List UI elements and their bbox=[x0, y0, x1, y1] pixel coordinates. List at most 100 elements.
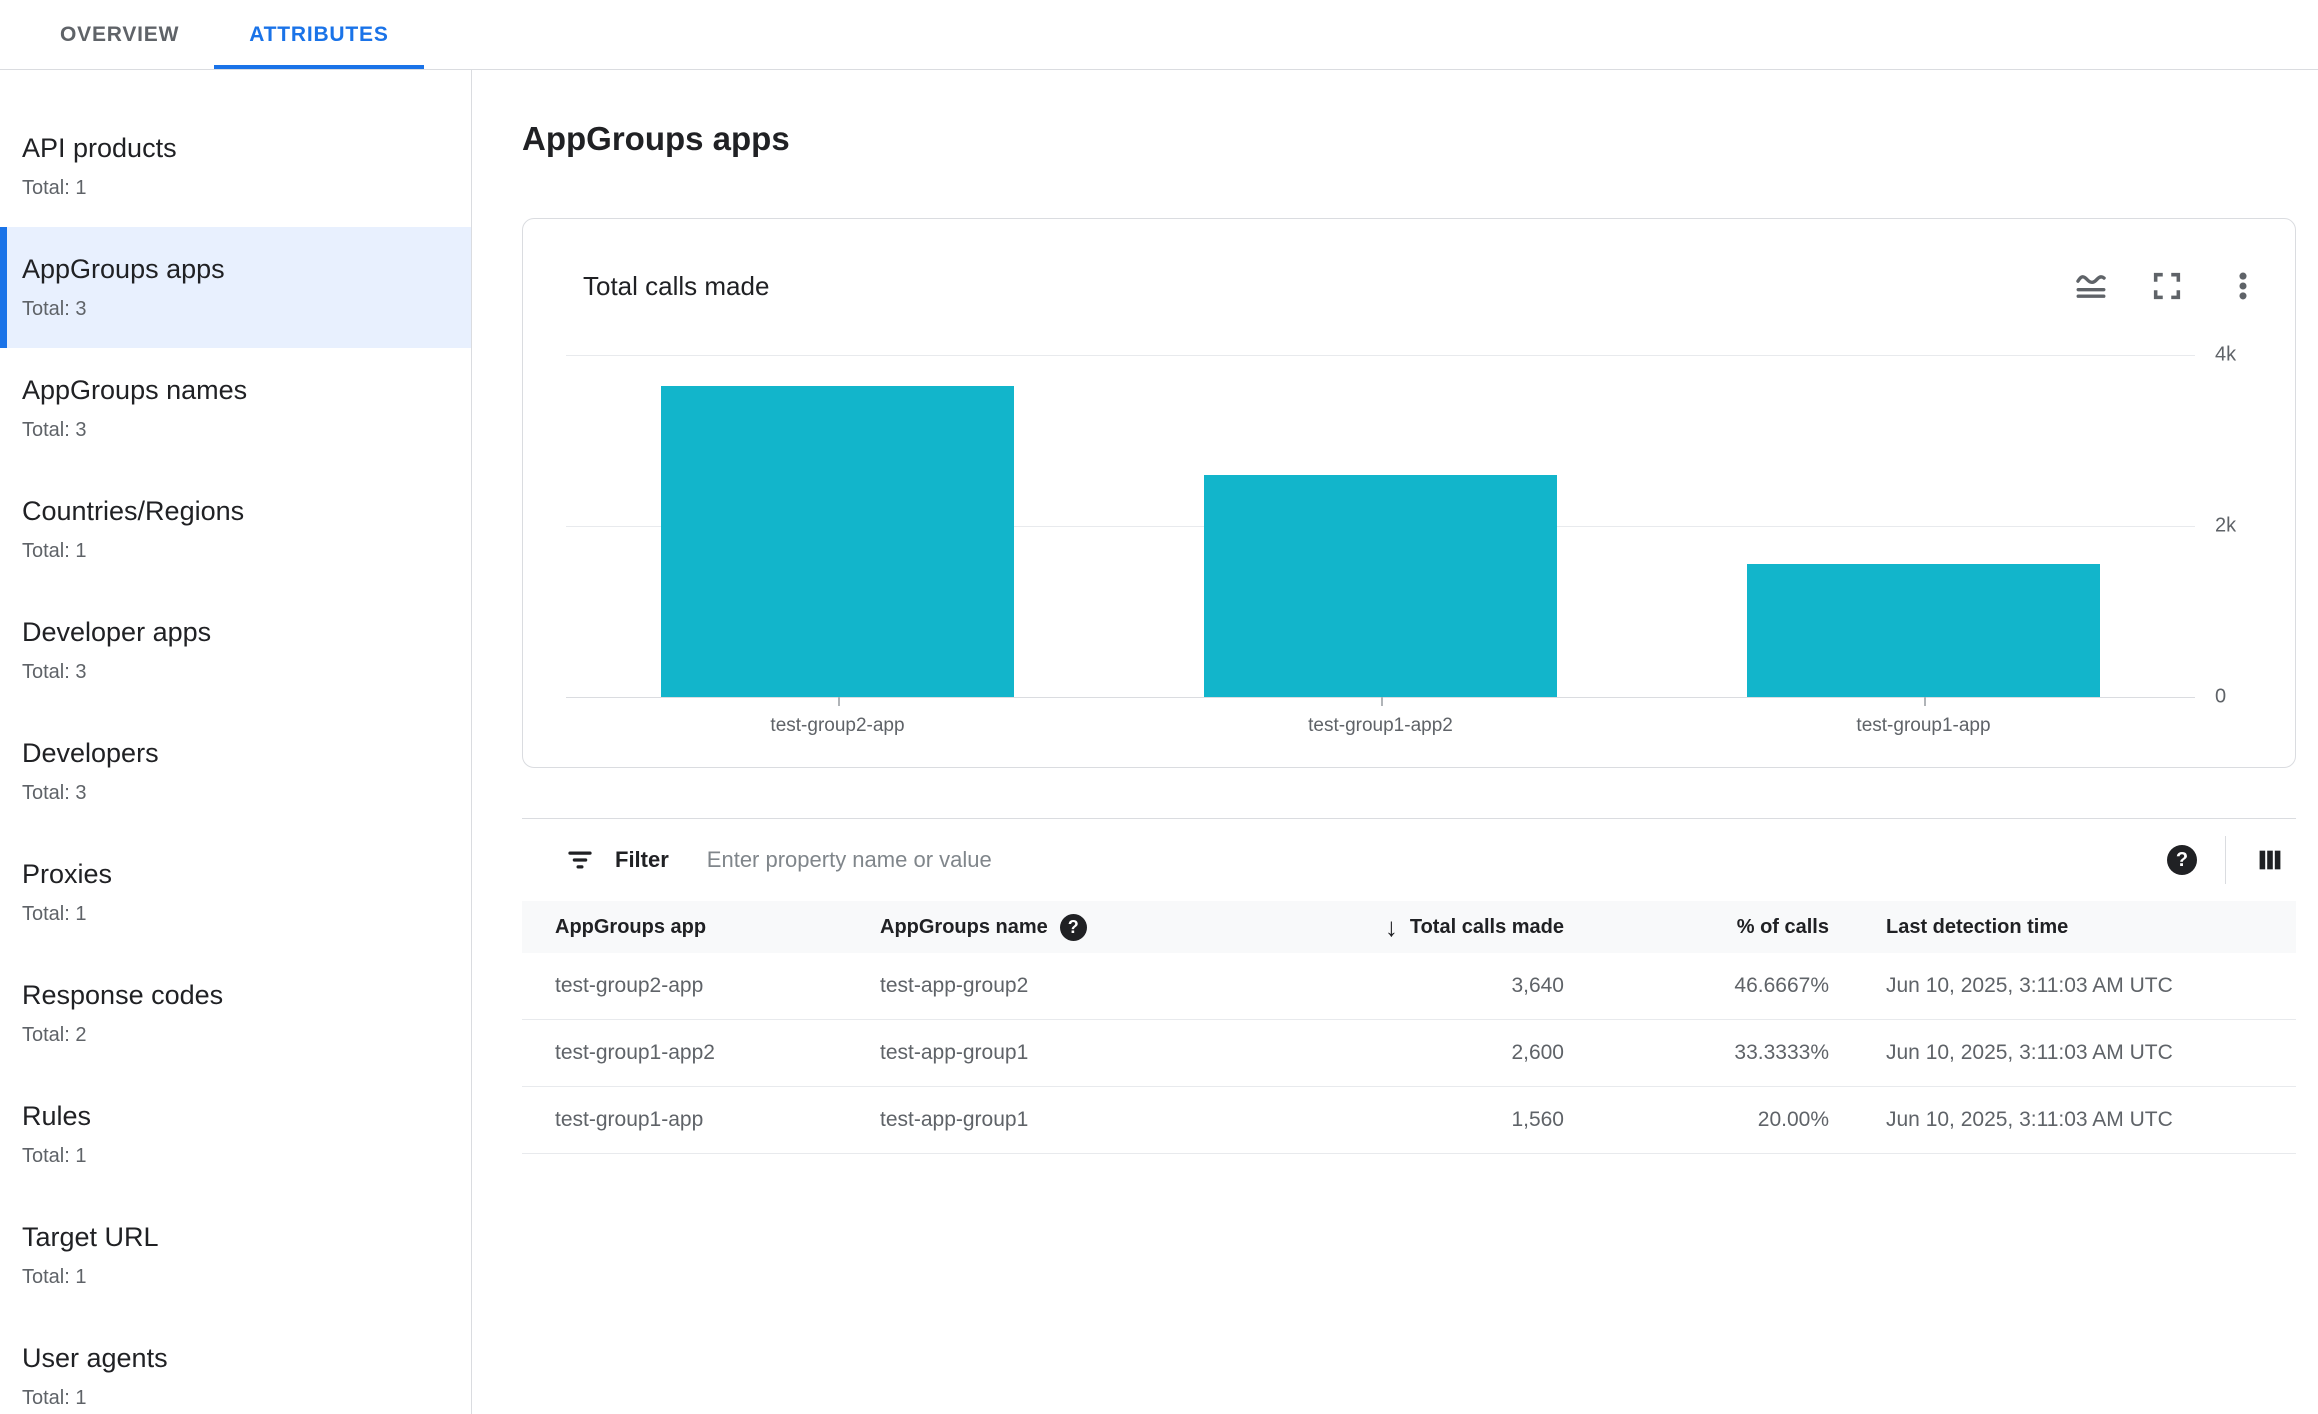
sidebar-item-countries-regions[interactable]: Countries/Regions Total: 1 bbox=[0, 469, 471, 590]
sidebar-item-response-codes[interactable]: Response codes Total: 2 bbox=[0, 953, 471, 1074]
sidebar-item-total: Total: 1 bbox=[22, 1145, 87, 1167]
chart-bar-test-group2-app[interactable] bbox=[661, 385, 1014, 697]
x-axis-label: test-group1-app bbox=[1856, 715, 1991, 736]
chart-toolbar bbox=[2074, 269, 2260, 303]
table-cell: 1,560 bbox=[1511, 1108, 1564, 1131]
table-cell: test-app-group1 bbox=[880, 1041, 1029, 1064]
column-header--of-calls: % of calls bbox=[1570, 916, 1833, 939]
filter-icon bbox=[568, 851, 592, 869]
x-axis-tick bbox=[1380, 697, 1383, 706]
filter-bar: Filter ? bbox=[522, 819, 2296, 901]
sidebar-item-title: Target URL bbox=[22, 1222, 159, 1252]
y-axis-label: 0 bbox=[2215, 685, 2227, 708]
table-cell: test-app-group2 bbox=[880, 974, 1029, 997]
tab-overview[interactable]: OVERVIEW bbox=[60, 22, 180, 46]
sidebar-item-rules[interactable]: Rules Total: 1 bbox=[0, 1074, 471, 1195]
table-cell: 3,640 bbox=[1511, 974, 1564, 997]
area-chart-icon[interactable] bbox=[2074, 269, 2108, 303]
sort-descending-icon[interactable]: ↓ bbox=[1384, 914, 1398, 940]
attributes-sidebar: API products Total: 1 AppGroups apps Total:… bbox=[0, 70, 472, 1414]
sidebar-item-api-products[interactable]: API products Total: 1 bbox=[0, 106, 471, 227]
table-cell: 2,600 bbox=[1511, 1041, 1564, 1064]
sidebar-item-title: Countries/Regions bbox=[22, 496, 245, 526]
sidebar-item-title: Developers bbox=[22, 738, 159, 768]
table-cell: 46.6667% bbox=[1734, 974, 1829, 997]
table-row-test-group2-app: test-group2-app test-app-group2 3,640 46.66… bbox=[522, 953, 2296, 1020]
bar-slots bbox=[566, 355, 2195, 706]
chart-bar-test-group1-app[interactable] bbox=[1747, 563, 2100, 697]
sidebar-item-total: Total: 1 bbox=[22, 1387, 87, 1409]
bar-chart-plot: 4k 2k 0 bbox=[566, 344, 2236, 708]
more-vert-icon[interactable] bbox=[2226, 269, 2260, 303]
table-cell: Jun 10, 2025, 3:11:03 AM UTC bbox=[1886, 974, 2173, 997]
table-row-test-group1-app: test-group1-app test-app-group1 1,560 20.00… bbox=[522, 1087, 2296, 1154]
sidebar-item-title: AppGroups apps bbox=[22, 254, 225, 284]
sidebar-item-total: Total: 1 bbox=[22, 177, 87, 199]
sidebar-item-title: Proxies bbox=[22, 859, 113, 889]
main-panel: AppGroups apps Total calls made bbox=[472, 70, 2318, 1414]
y-axis-label: 4k bbox=[2215, 343, 2237, 366]
sidebar-item-appgroups-apps[interactable]: AppGroups apps Total: 3 bbox=[0, 227, 471, 348]
fullscreen-icon[interactable] bbox=[2150, 269, 2184, 303]
page-title: AppGroups apps bbox=[522, 120, 790, 157]
sidebar-item-developers[interactable]: Developers Total: 3 bbox=[0, 711, 471, 832]
sidebar-item-title: Rules bbox=[22, 1101, 92, 1131]
total-calls-chart-card: Total calls made 4k 2k 0 bbox=[522, 218, 2296, 768]
bar-slot bbox=[566, 355, 1109, 706]
chart-title: Total calls made bbox=[583, 270, 770, 301]
table-cell: test-app-group1 bbox=[880, 1108, 1029, 1131]
column-header-label: Total calls made bbox=[1409, 915, 1564, 938]
filter-help-icon[interactable]: ? bbox=[2167, 845, 2197, 875]
column-header-appgroups-app: AppGroups app bbox=[522, 916, 880, 939]
x-axis-label: test-group2-app bbox=[770, 715, 905, 736]
x-axis-label: test-group1-app2 bbox=[1308, 715, 1453, 736]
filter-label: Filter bbox=[615, 847, 669, 872]
column-header-last-detection-time: Last detection time bbox=[1833, 916, 2296, 939]
table-header-row: AppGroups app AppGroups name? ↓ Total calls… bbox=[522, 901, 2296, 953]
table-cell: Jun 10, 2025, 3:11:03 AM UTC bbox=[1886, 1041, 2173, 1064]
tab-attributes[interactable]: ATTRIBUTES bbox=[214, 0, 425, 69]
bar-chart-category-labels: test-group2-app test-group1-app2 test-grou… bbox=[566, 715, 2195, 737]
sidebar-item-title: AppGroups names bbox=[22, 375, 248, 405]
table-cell: test-group1-app bbox=[555, 1108, 704, 1131]
sidebar-item-total: Total: 3 bbox=[22, 661, 87, 683]
table-cell: 20.00% bbox=[1757, 1108, 1829, 1131]
sidebar-item-target-url[interactable]: Target URL Total: 1 bbox=[0, 1195, 471, 1316]
chart-bar-test-group1-app2[interactable] bbox=[1204, 474, 1557, 697]
sidebar-item-total: Total: 1 bbox=[22, 903, 87, 925]
sidebar-item-proxies[interactable]: Proxies Total: 1 bbox=[0, 832, 471, 953]
table-row-test-group1-app2: test-group1-app2 test-app-group1 2,600 33.3… bbox=[522, 1020, 2296, 1087]
sidebar-item-developer-apps[interactable]: Developer apps Total: 3 bbox=[0, 590, 471, 711]
filter-input[interactable] bbox=[706, 847, 2167, 873]
x-axis-tick bbox=[1923, 697, 1926, 706]
tab-bar: OVERVIEW ATTRIBUTES bbox=[0, 0, 2318, 70]
column-header-appgroups-name[interactable]: AppGroups name? bbox=[880, 913, 1340, 941]
column-settings-icon[interactable] bbox=[2254, 844, 2286, 876]
column-header-label: AppGroups app bbox=[555, 915, 707, 938]
table-cell: test-group1-app2 bbox=[555, 1041, 715, 1064]
chart-card-header: Total calls made bbox=[523, 219, 2295, 303]
sidebar-item-appgroups-names[interactable]: AppGroups names Total: 3 bbox=[0, 348, 471, 469]
gridline-4k bbox=[566, 355, 2195, 356]
sidebar-item-total: Total: 1 bbox=[22, 540, 87, 562]
sidebar-item-title: User agents bbox=[22, 1343, 168, 1373]
sidebar-item-total: Total: 3 bbox=[22, 419, 87, 441]
attributes-table-section: Filter ? AppGroups app AppGroups name? ↓ To… bbox=[522, 818, 2296, 1154]
sidebar-item-title: API products bbox=[22, 133, 177, 163]
bar-slot bbox=[1652, 355, 2195, 706]
column-help-icon[interactable]: ? bbox=[1059, 913, 1087, 941]
table-cell: Jun 10, 2025, 3:11:03 AM UTC bbox=[1886, 1108, 2173, 1131]
column-header-label: AppGroups name bbox=[880, 915, 1048, 938]
sidebar-item-user-agents[interactable]: User agents Total: 1 bbox=[0, 1316, 471, 1414]
content-layout: API products Total: 1 AppGroups apps Total:… bbox=[0, 70, 2318, 1414]
sidebar-item-title: Developer apps bbox=[22, 617, 212, 647]
table-body: test-group2-app test-app-group2 3,640 46.66… bbox=[522, 953, 2296, 1154]
sidebar-item-total: Total: 2 bbox=[22, 1024, 87, 1046]
sidebar-item-total: Total: 1 bbox=[22, 1266, 87, 1288]
column-header-label: % of calls bbox=[1736, 915, 1829, 938]
bar-slot bbox=[1109, 355, 1652, 706]
column-header-total-calls-made[interactable]: ↓ Total calls made bbox=[1340, 914, 1570, 940]
table-cell: 33.3333% bbox=[1734, 1041, 1829, 1064]
x-axis-tick bbox=[837, 697, 840, 706]
sidebar-item-title: Response codes bbox=[22, 980, 224, 1010]
